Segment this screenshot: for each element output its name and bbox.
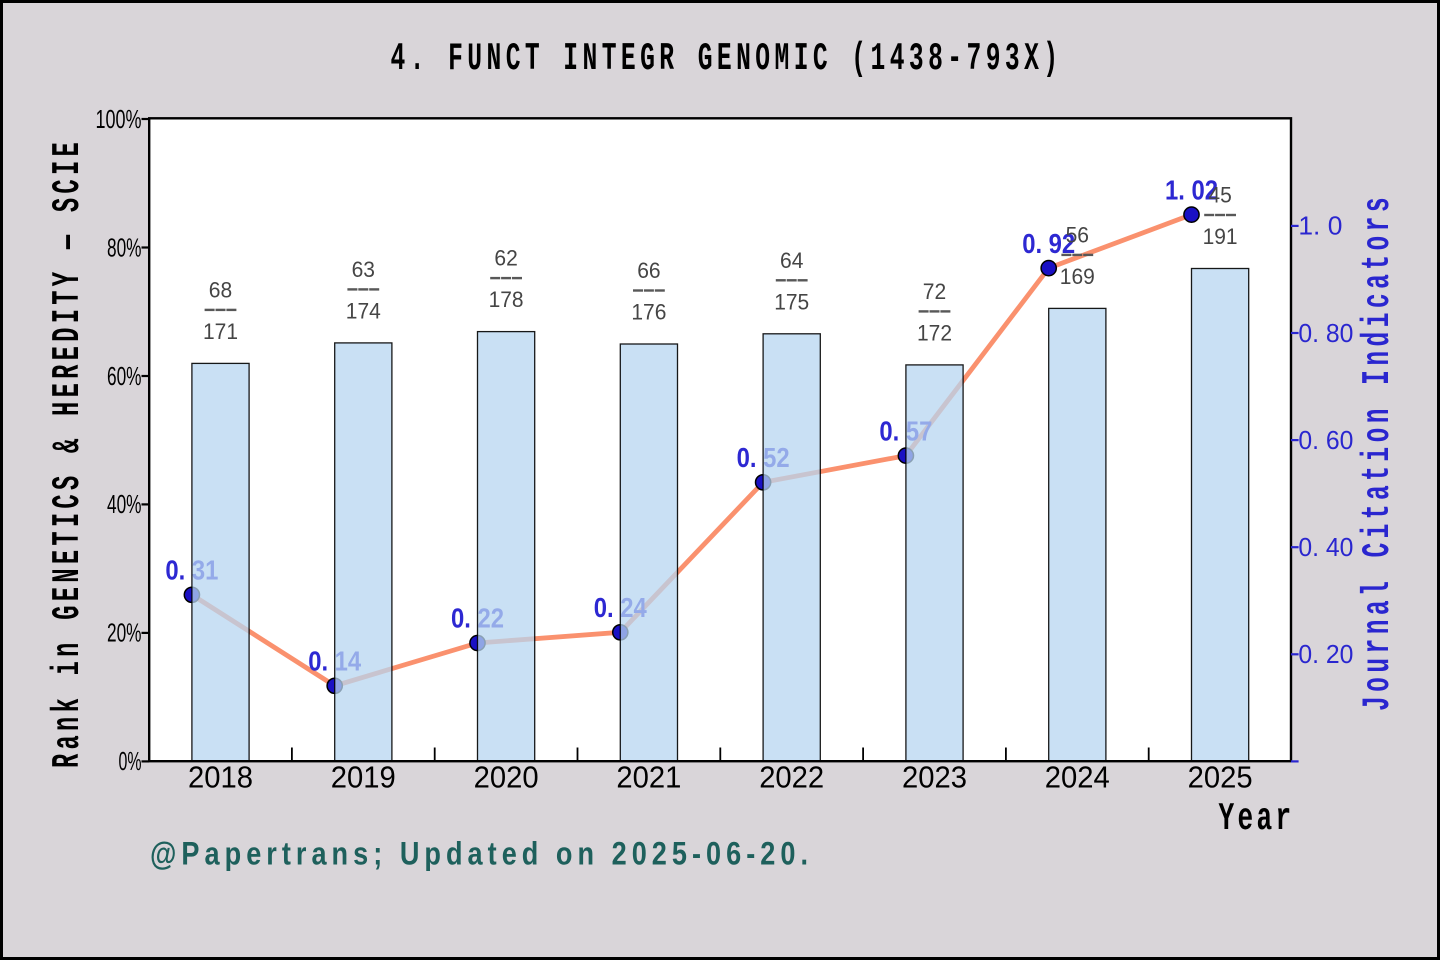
svg-text:Rank in GENETICS & HEREDITY —: Rank in GENETICS & HEREDITY — SCIE <box>46 138 90 768</box>
svg-text:2024: 2024 <box>1045 760 1110 795</box>
svg-text:60%: 60% <box>107 361 142 391</box>
svg-text:169: 169 <box>1060 264 1095 289</box>
svg-text:66: 66 <box>637 258 660 283</box>
svg-text:0. 20: 0. 20 <box>1298 639 1353 669</box>
svg-text:72: 72 <box>923 279 946 304</box>
svg-text:68: 68 <box>209 277 232 302</box>
svg-text:100%: 100% <box>96 104 142 134</box>
svg-text:2018: 2018 <box>188 760 253 795</box>
svg-text:0%: 0% <box>119 746 142 776</box>
svg-text:178: 178 <box>489 287 524 312</box>
svg-text:1. 02: 1. 02 <box>1165 174 1218 205</box>
svg-text:174: 174 <box>346 299 381 324</box>
svg-text:0. 92: 0. 92 <box>1022 228 1075 259</box>
svg-text:45: 45 <box>1208 183 1231 208</box>
svg-text:62: 62 <box>494 246 517 271</box>
svg-text:2021: 2021 <box>616 760 681 795</box>
svg-text:172: 172 <box>917 321 952 346</box>
svg-text:176: 176 <box>631 300 666 325</box>
svg-text:@Papertrans; Updated on 2025-0: @Papertrans; Updated on 2025-06-20. <box>150 836 813 872</box>
svg-text:2022: 2022 <box>759 760 824 795</box>
svg-text:56: 56 <box>1066 222 1089 247</box>
svg-text:0. 40: 0. 40 <box>1298 532 1353 562</box>
svg-text:2019: 2019 <box>331 760 396 795</box>
svg-text:Journal Citation Indicators: Journal Citation Indicators <box>1356 193 1400 711</box>
svg-text:Year: Year <box>1219 797 1295 841</box>
svg-text:0. 80: 0. 80 <box>1298 318 1353 348</box>
svg-text:175: 175 <box>774 289 809 314</box>
svg-text:191: 191 <box>1203 224 1238 249</box>
svg-text:80%: 80% <box>107 232 142 262</box>
svg-text:0. 60: 0. 60 <box>1298 425 1353 455</box>
svg-text:1. 0: 1. 0 <box>1298 211 1342 241</box>
svg-text:4. FUNCT INTEGR GENOMIC (1438-: 4. FUNCT INTEGR GENOMIC (1438-793X) <box>391 37 1063 81</box>
svg-text:2023: 2023 <box>902 760 967 795</box>
svg-text:64: 64 <box>780 248 803 273</box>
svg-text:2020: 2020 <box>474 760 539 795</box>
svg-text:40%: 40% <box>107 489 142 519</box>
svg-text:2025: 2025 <box>1188 760 1253 795</box>
svg-text:63: 63 <box>352 257 375 282</box>
svg-text:171: 171 <box>203 319 238 344</box>
svg-text:20%: 20% <box>107 618 142 648</box>
